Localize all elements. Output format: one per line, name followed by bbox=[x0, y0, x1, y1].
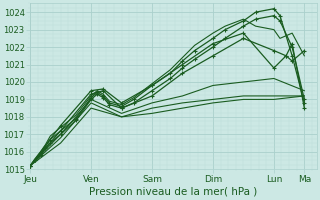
X-axis label: Pression niveau de la mer( hPa ): Pression niveau de la mer( hPa ) bbox=[89, 187, 258, 197]
